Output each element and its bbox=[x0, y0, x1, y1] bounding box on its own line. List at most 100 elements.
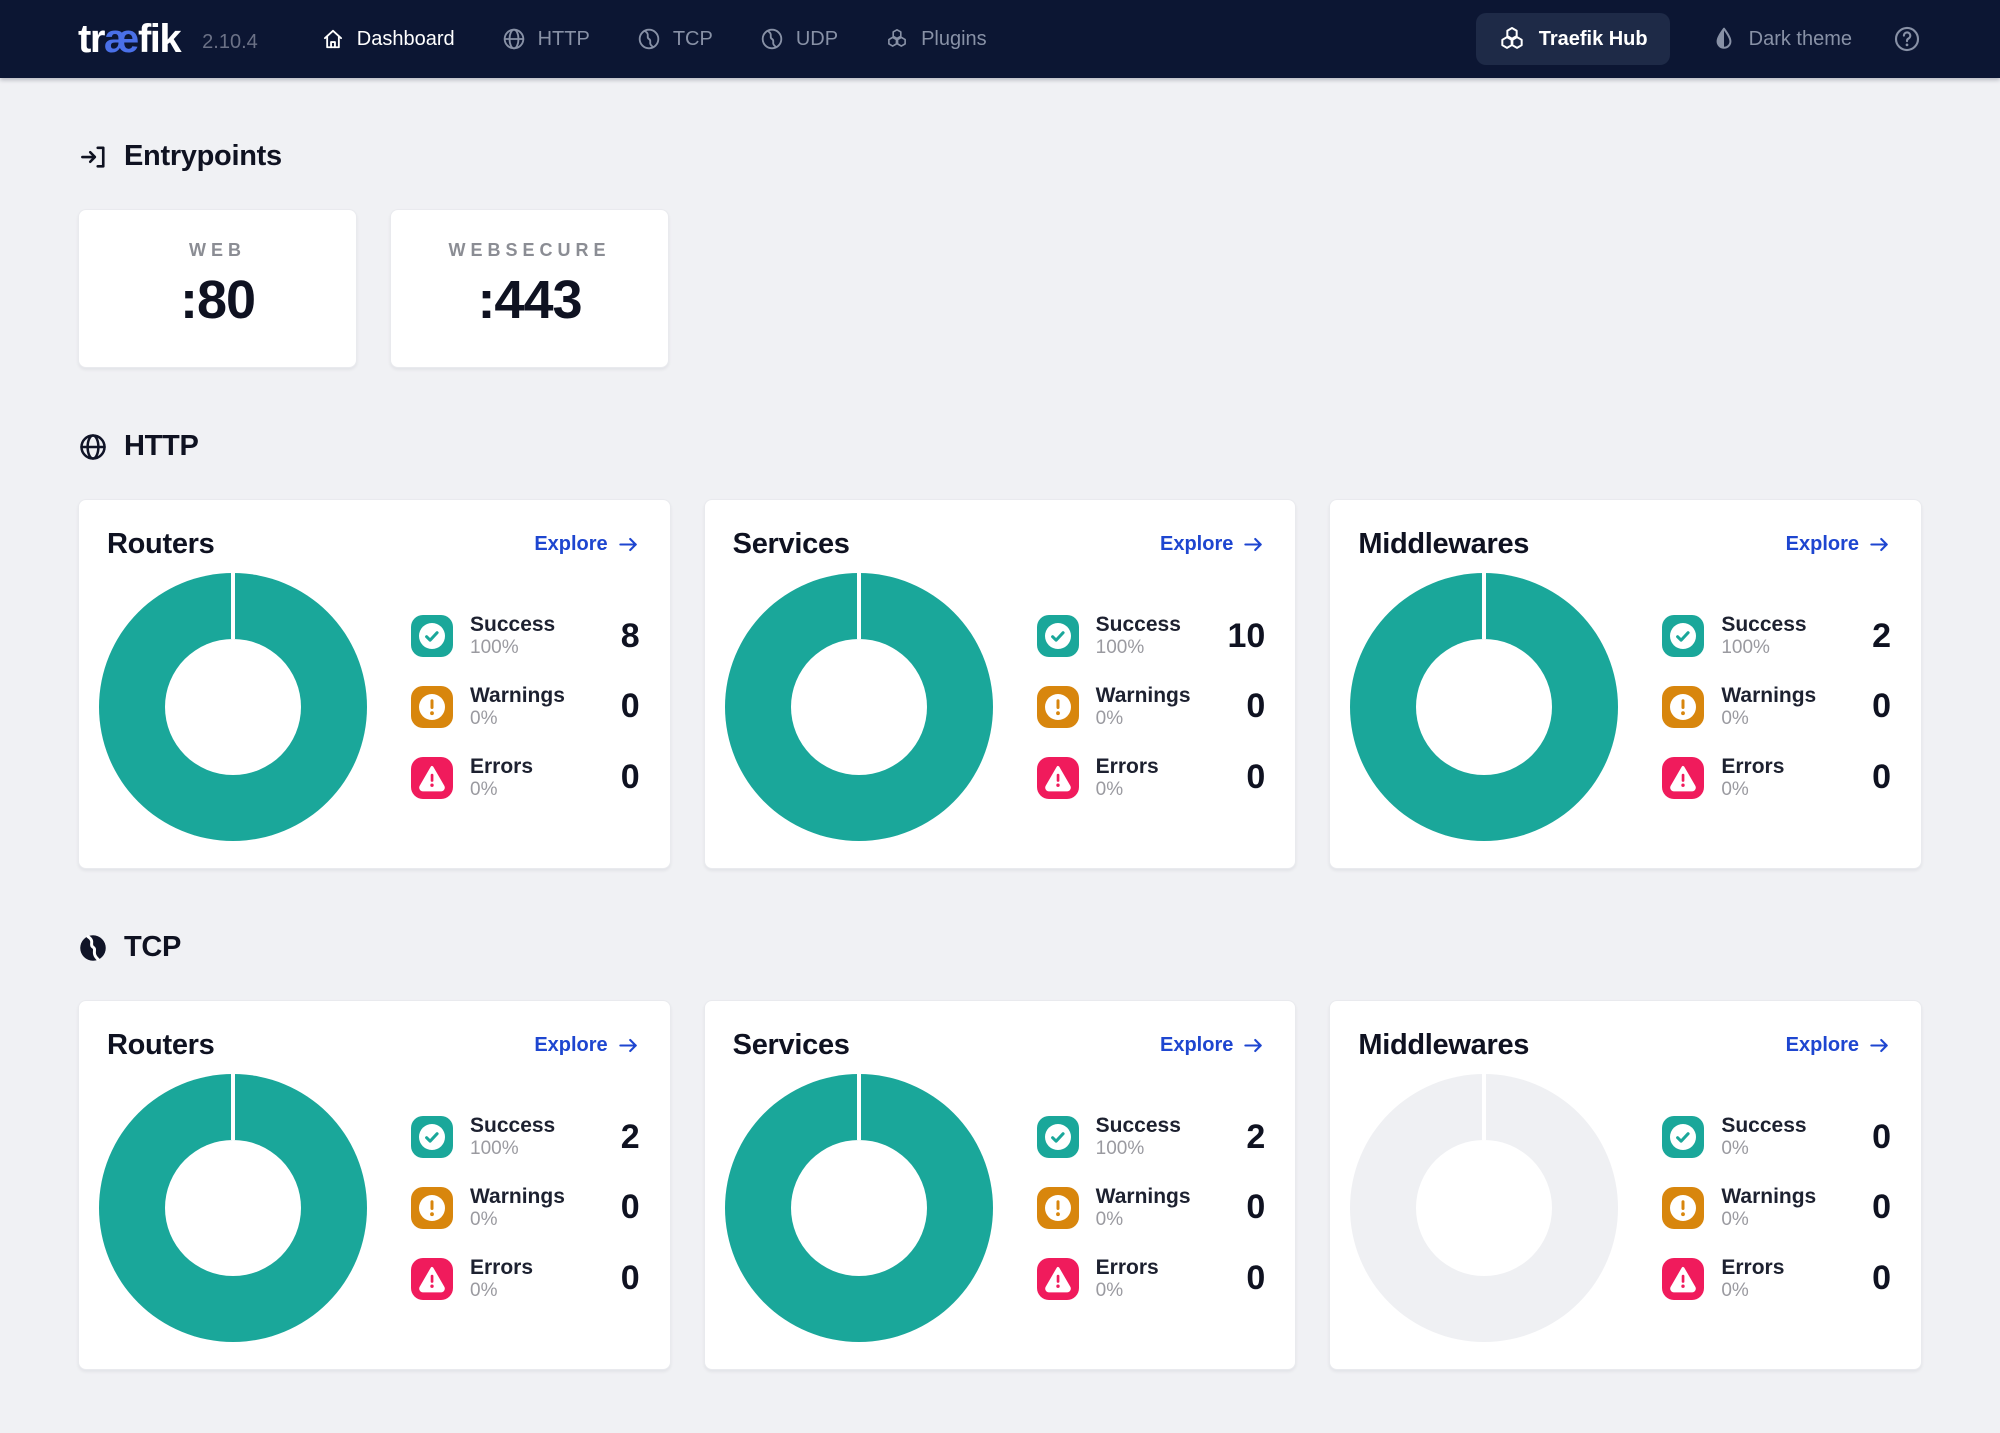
explore-link[interactable]: Explore bbox=[1160, 1034, 1265, 1057]
traefik-hub-button[interactable]: Traefik Hub bbox=[1475, 13, 1670, 65]
stat-value: 0 bbox=[1246, 1188, 1266, 1227]
stat-text: Warnings 0% bbox=[470, 683, 565, 731]
entrypoint-port: :80 bbox=[179, 270, 256, 330]
stat-value: 0 bbox=[1872, 758, 1892, 797]
navbar-right: Traefik Hub Dark theme bbox=[1475, 13, 1922, 65]
explore-label: Explore bbox=[534, 1034, 608, 1056]
stat-label: Warnings bbox=[470, 684, 565, 707]
explore-label: Explore bbox=[1159, 1034, 1234, 1056]
card-row: Routers Explore Success 100% 8 Warnings … bbox=[78, 499, 1923, 869]
stat-percent: 0% bbox=[1721, 708, 1749, 730]
http-card-routers: Routers Explore Success 100% 8 Warnings … bbox=[78, 499, 671, 869]
stat-text: Success 100% bbox=[1096, 612, 1181, 660]
stat-percent: 0% bbox=[1721, 1138, 1749, 1160]
explore-link[interactable]: Explore bbox=[534, 533, 639, 556]
explore-link[interactable]: Explore bbox=[1786, 533, 1891, 556]
stat-row-warnings: Warnings 0% 0 bbox=[411, 683, 640, 731]
stat-badge bbox=[1662, 1186, 1705, 1229]
tcp-ball-icon bbox=[638, 28, 660, 50]
protocol-sections: HTTP Routers Explore Success 100% 8 Warn… bbox=[78, 430, 1923, 1370]
stat-row-success: Success 0% 0 bbox=[1662, 1113, 1891, 1161]
stats-legend: Success 100% 10 Warnings 0% 0 Errors 0% … bbox=[1036, 612, 1265, 802]
stat-value: 0 bbox=[620, 687, 640, 726]
stat-row-warnings: Warnings 0% 0 bbox=[1036, 683, 1265, 731]
stat-value: 2 bbox=[620, 1117, 640, 1156]
theme-label: Dark theme bbox=[1748, 27, 1852, 50]
check-icon bbox=[1670, 1124, 1697, 1150]
logo-text-pre: tr bbox=[78, 16, 105, 61]
stat-label: Warnings bbox=[1095, 684, 1191, 707]
donut-gap bbox=[1482, 573, 1487, 639]
tcp-card-routers: Routers Explore Success 100% 2 Warnings … bbox=[78, 1000, 671, 1370]
stat-text: Warnings 0% bbox=[1721, 683, 1816, 731]
stat-text: Errors 0% bbox=[1096, 754, 1159, 802]
explore-link[interactable]: Explore bbox=[534, 1034, 639, 1057]
section-title: TCP bbox=[124, 931, 182, 963]
stat-percent: 100% bbox=[1095, 1138, 1145, 1160]
stat-percent: 0% bbox=[470, 708, 498, 730]
donut-gap bbox=[231, 573, 235, 639]
stat-percent: 0% bbox=[1095, 1280, 1124, 1302]
stat-percent: 100% bbox=[1721, 637, 1770, 659]
entrypoint-port: :443 bbox=[477, 270, 582, 330]
traefik-logo[interactable]: træfik bbox=[78, 16, 182, 62]
explore-label: Explore bbox=[1785, 1034, 1860, 1056]
hub-button-label: Traefik Hub bbox=[1538, 27, 1648, 50]
stat-badge bbox=[1036, 1257, 1079, 1300]
warning-triangle-icon bbox=[1670, 1266, 1697, 1293]
dark-theme-toggle[interactable]: Dark theme bbox=[1710, 25, 1852, 53]
exclamation-icon bbox=[1670, 1194, 1697, 1221]
stat-row-errors: Errors 0% 0 bbox=[1036, 1255, 1265, 1303]
stat-text: Warnings 0% bbox=[1096, 1184, 1191, 1232]
explore-link[interactable]: Explore bbox=[1160, 533, 1265, 556]
section-icon bbox=[78, 933, 108, 963]
donut-chart bbox=[1350, 573, 1619, 841]
card-row: Routers Explore Success 100% 2 Warnings … bbox=[78, 1000, 1923, 1370]
stat-badge bbox=[1662, 1116, 1705, 1158]
donut-chart bbox=[724, 573, 993, 841]
stat-label: Errors bbox=[1095, 1255, 1159, 1279]
nav-item-http[interactable]: HTTP bbox=[501, 26, 590, 52]
arrow-right-icon bbox=[1244, 537, 1263, 552]
stat-row-errors: Errors 0% 0 bbox=[1036, 754, 1265, 802]
stat-percent: 0% bbox=[470, 779, 498, 801]
stat-value: 8 bbox=[620, 616, 640, 655]
stat-row-errors: Errors 0% 0 bbox=[1662, 754, 1891, 802]
stat-badge bbox=[1036, 1186, 1079, 1229]
arrow-right-icon bbox=[618, 537, 637, 552]
entrypoints-row: WEB :80 WEBSECURE :443 bbox=[78, 209, 1922, 368]
stat-value: 0 bbox=[1872, 1117, 1892, 1156]
nav-item-label: UDP bbox=[795, 27, 839, 50]
nav-item-udp[interactable]: UDP bbox=[759, 26, 838, 52]
stat-text: Errors 0% bbox=[1096, 1255, 1159, 1303]
entrypoint-card-web: WEB :80 bbox=[78, 209, 357, 368]
nav-item-label: Plugins bbox=[921, 27, 987, 50]
check-icon bbox=[1044, 1124, 1071, 1150]
stats-legend: Success 0% 0 Warnings 0% 0 Errors 0% 0 bbox=[1662, 1113, 1891, 1303]
main: Entrypoints WEB :80 WEBSECURE :443 HTTP … bbox=[0, 140, 2000, 1418]
nav-item-plugins[interactable]: Plugins bbox=[884, 26, 987, 52]
stat-text: Errors 0% bbox=[1721, 754, 1784, 802]
stat-label: Errors bbox=[1721, 754, 1785, 778]
nav-item-dashboard[interactable]: Dashboard bbox=[320, 26, 455, 52]
stat-row-success: Success 100% 10 bbox=[1036, 612, 1265, 660]
explore-link[interactable]: Explore bbox=[1786, 1034, 1891, 1057]
stat-value: 0 bbox=[620, 1259, 640, 1298]
stat-percent: 0% bbox=[470, 1280, 498, 1302]
exclamation-icon bbox=[419, 1194, 445, 1221]
stat-text: Success 100% bbox=[1721, 612, 1806, 660]
stat-value: 0 bbox=[1872, 1188, 1892, 1227]
nav-item-tcp[interactable]: TCP bbox=[636, 26, 713, 52]
help-icon[interactable] bbox=[1892, 24, 1922, 54]
donut-chart bbox=[724, 1074, 993, 1342]
navbar: træfik 2.10.4 Dashboard HTTP TCP UDP Plugins… bbox=[0, 0, 2000, 78]
stat-value: 2 bbox=[1872, 616, 1892, 655]
stat-text: Errors 0% bbox=[470, 1255, 533, 1303]
stat-percent: 100% bbox=[470, 1138, 519, 1160]
stat-percent: 0% bbox=[1095, 708, 1124, 730]
stat-label: Warnings bbox=[1095, 1185, 1191, 1208]
stat-label: Warnings bbox=[1721, 1185, 1817, 1208]
stat-text: Errors 0% bbox=[470, 754, 533, 802]
section-icon bbox=[78, 432, 108, 462]
stat-value: 0 bbox=[1872, 687, 1892, 726]
